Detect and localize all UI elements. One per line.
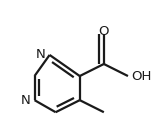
Text: N: N bbox=[35, 49, 45, 62]
Text: OH: OH bbox=[131, 70, 151, 83]
Text: N: N bbox=[20, 94, 30, 107]
Text: O: O bbox=[99, 25, 109, 38]
